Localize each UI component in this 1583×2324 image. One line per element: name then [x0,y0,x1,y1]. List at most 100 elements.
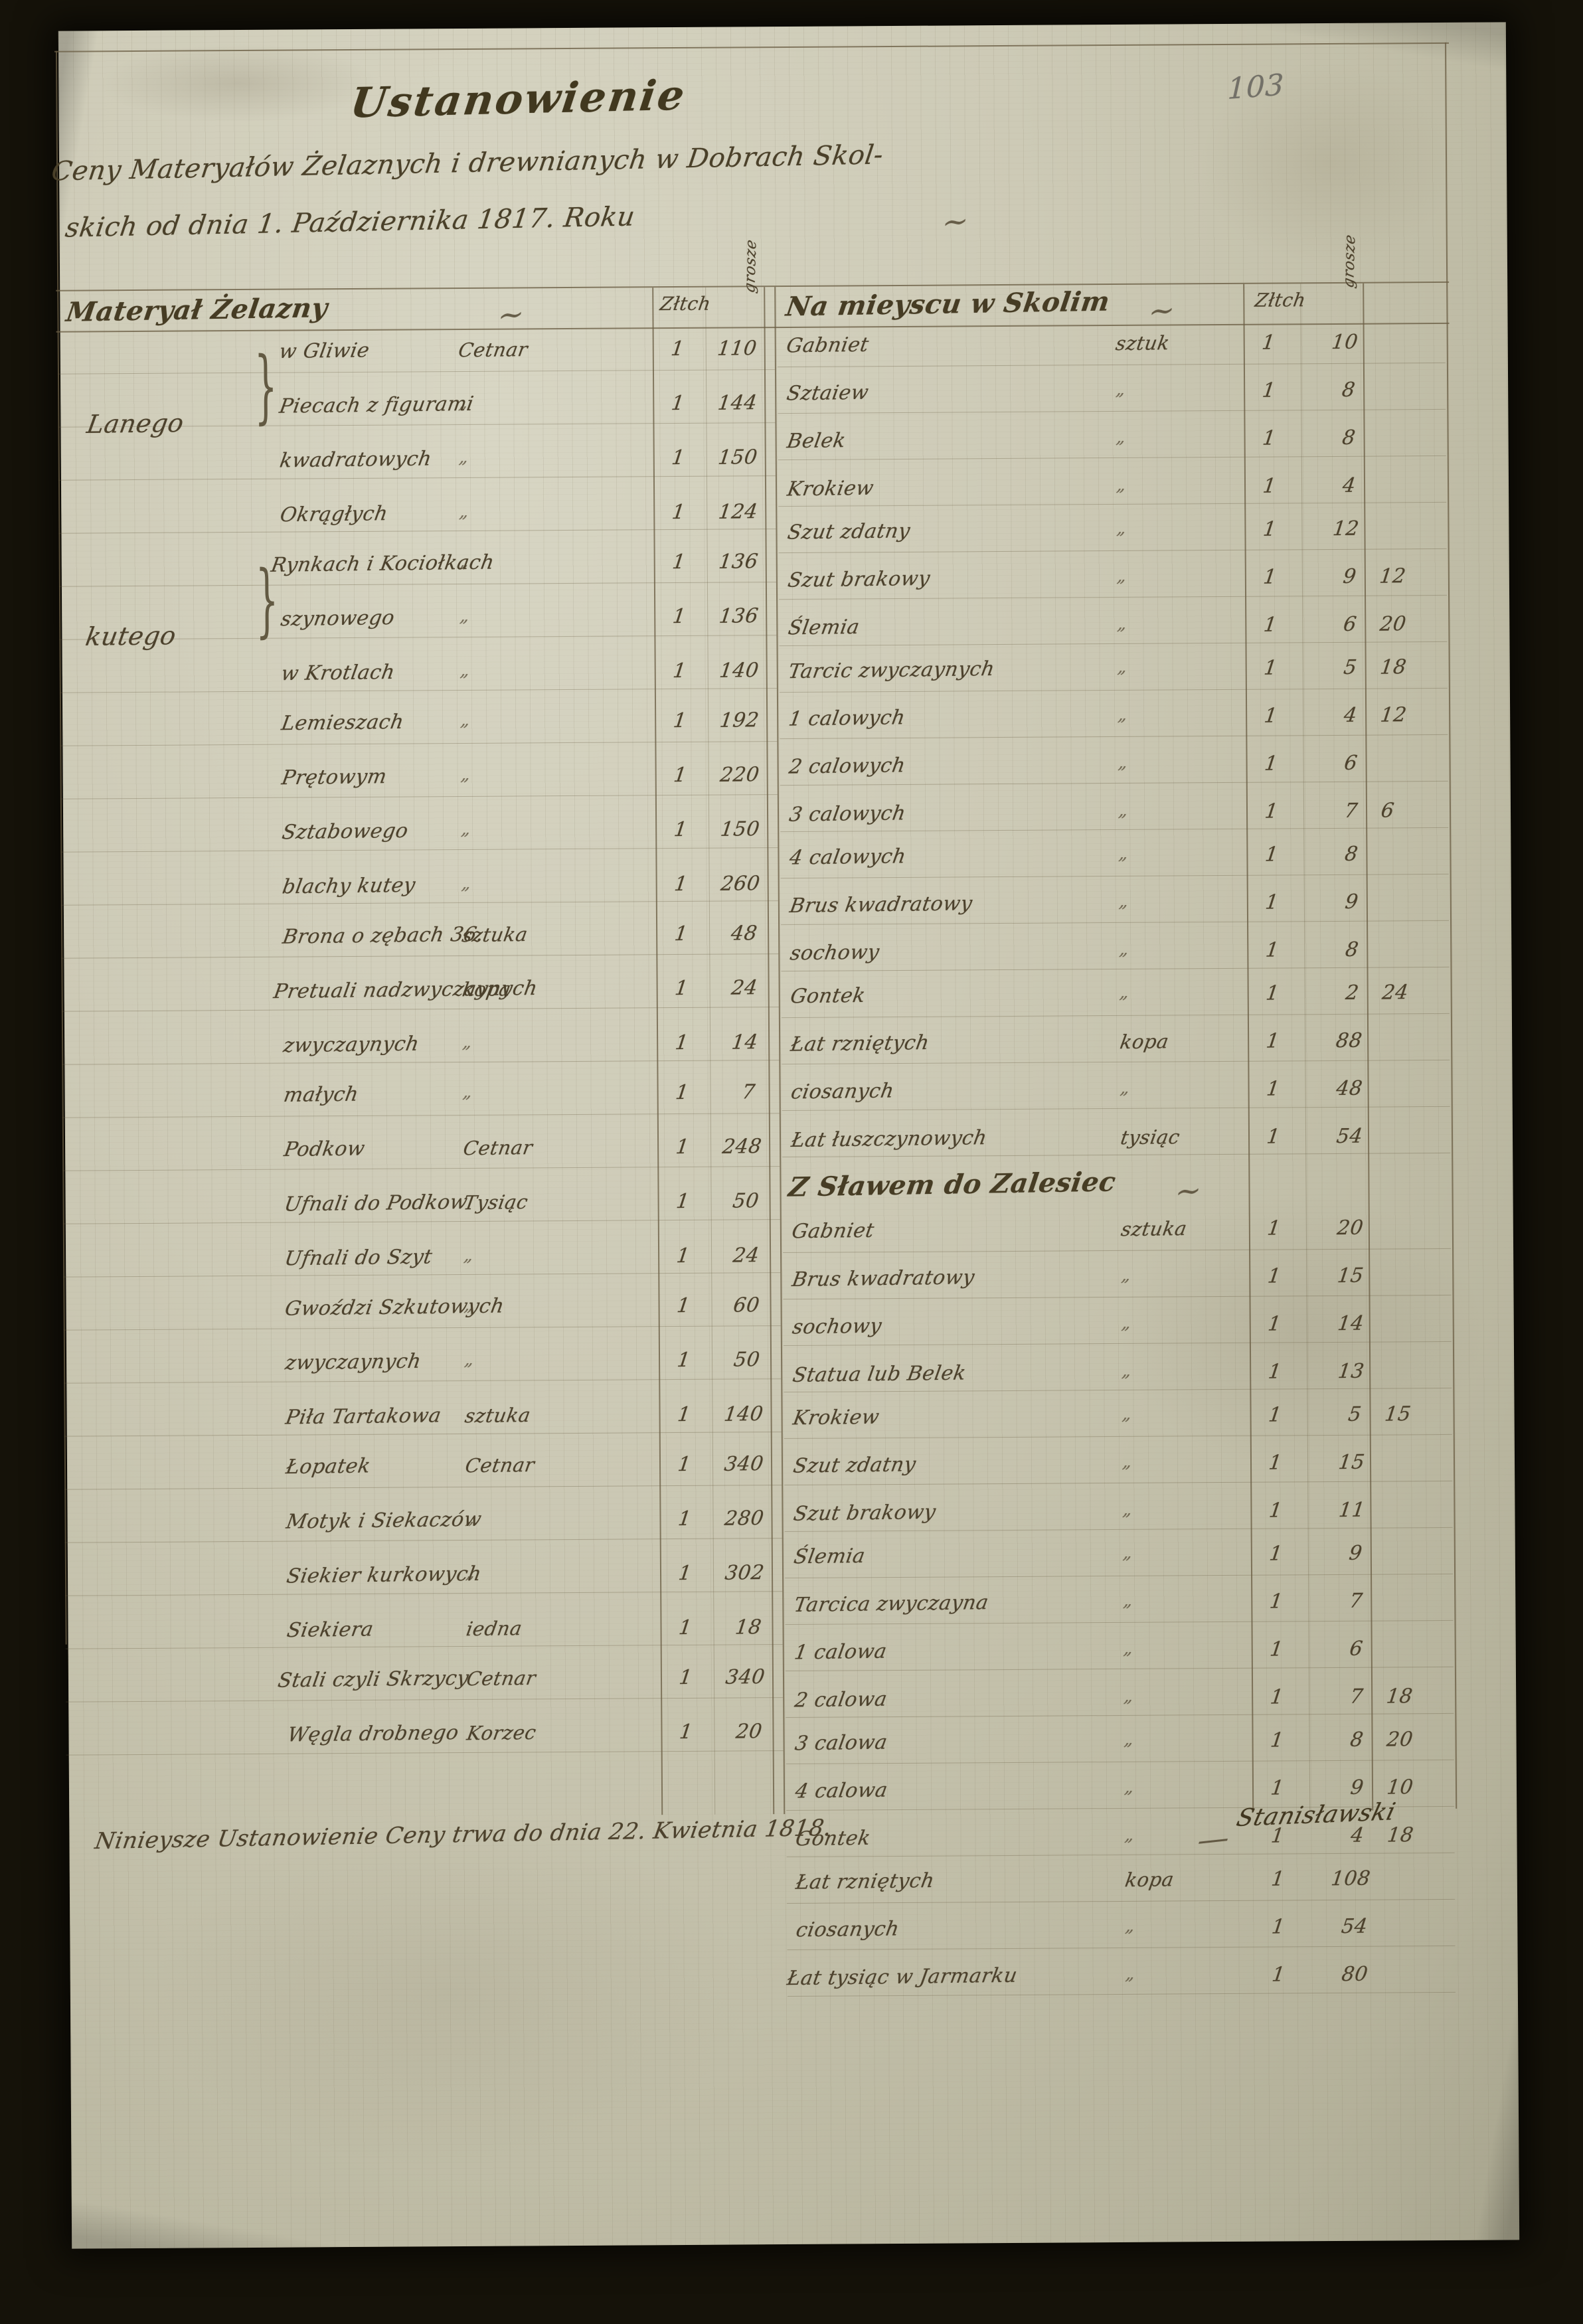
row-unit: „ [1115,475,1128,496]
table-row: Motyk i Siekaczów „ 1 280 [58,22,1506,1543]
row-zloty-value: 8 [1341,426,1357,450]
table-row: 2 calowych „ 1 6 [58,22,1506,786]
subtitle-line-2: skich od dnia 1. Października 1817. Roku [63,201,637,244]
row-zloty-value: 5 [1342,655,1359,679]
row-item-label: Piecach z figurami [278,392,476,418]
row-item-label: Belek [785,429,848,454]
table-row: zwyczaynych „ 1 14 [58,22,1506,1065]
row-item-label: 3 calowych [788,801,908,827]
row-quantity: 1 [1270,1963,1287,1987]
row-quantity: 1 [677,1616,694,1640]
table-row: Pretuali nadzwyczaynych kopa 1 24 [58,22,1506,1012]
row-zloty-value: 8 [1344,938,1361,961]
table-row: ciosanych „ 1 48 [58,22,1506,1112]
right-zloty-header: Złtch [1253,289,1307,311]
row-quantity: 1 [670,391,687,416]
row-zloty-value: 14 [730,1031,760,1054]
row-unit: „ [1116,566,1129,587]
row-unit: „ [1116,657,1129,678]
row-quantity: 1 [1267,1451,1284,1475]
row-quantity: 1 [673,872,689,896]
table-row: Rynkach i Kociołkach „ 1 136 [58,22,1506,587]
row-item-label: ciosanych [789,1079,896,1104]
row-quantity: 1 [670,446,687,470]
row-item-label: w Gliwie [277,339,372,364]
row-rule [778,548,1447,554]
flourish-left: ∼ [495,295,527,334]
row-rule [786,1712,1454,1718]
row-rule [57,369,775,374]
row-grosz-value: 20 [1385,1728,1415,1752]
row-item-label: Podkow [282,1137,367,1162]
row-quantity: 1 [671,708,689,733]
row-item-label: Prętowym [280,765,389,790]
row-unit: iedna [464,1617,524,1641]
row-zloty-value: 20 [734,1720,764,1744]
row-unit: „ [1120,1361,1133,1382]
rule-right-gr [1363,283,1374,1811]
row-rule [786,1852,1455,1858]
row-unit: „ [459,764,473,786]
row-rule [782,1106,1450,1112]
left-zloty-header: Złtch [658,292,712,315]
table-row: Szut brakowy „ 1 1 1 [58,22,1506,1533]
paper-stain [149,1819,749,2169]
row-rule [779,687,1448,693]
table-row: Gontek „ 1 4 18 [58,22,1506,1858]
validity-statement: Ninieysze Ustanowienie Ceny trwa do dnia… [93,1814,834,1855]
row-item-label: Łat łuszczynowych [790,1126,989,1153]
row-rule [777,362,1446,368]
table-row: 2 calowa „ 1 7 18 [58,22,1506,1718]
row-unit: sztuka [463,1404,533,1428]
table-row: Piła Tartakowa sztuka 1 140 [58,22,1506,1437]
row-zloty-value: 260 [719,872,762,896]
row-item-label: Gontek [788,983,867,1009]
row-rule [782,1152,1451,1158]
row-rule [787,1898,1456,1904]
row-quantity: 1 [1263,752,1280,776]
rule-right-zl [1300,284,1311,1811]
row-item-label: Brona o zębach 36. [281,922,485,949]
row-zloty-value: 50 [732,1348,762,1372]
row-quantity: 1 [1262,565,1278,589]
row-quantity: 1 [1264,1029,1281,1053]
row-quantity: 1 [673,922,689,946]
table-row: zwyczaynych „ 1 50 [58,22,1506,1384]
row-unit: „ [1121,1404,1134,1425]
row-zloty-value: 48 [1335,1076,1365,1101]
row-zloty-value: 24 [730,976,760,1000]
table-row: Prętowym „ 1 220 [58,22,1506,799]
row-quantity: 1 [1263,799,1280,823]
page-title: Ustanowienie [347,70,689,127]
row-zloty-value: 80 [1340,1962,1370,1987]
table-row: Podkow Cetnar 1 248 [58,22,1506,1171]
row-unit: „ [1120,1313,1133,1334]
row-rule [780,780,1448,786]
row-item-label: w Krotlach [279,660,397,686]
row-item-label: 1 calowych [787,706,907,731]
row-item-label: Łat rzniętych [789,1031,932,1056]
row-item-label: Szut zdatny [792,1453,918,1478]
row-zloty-value: 192 [718,708,761,732]
row-item-label: Szut brakowy [792,1500,938,1526]
row-unit: „ [458,606,471,627]
row-item-label: Ufnali do Szyt [283,1245,434,1271]
table-row: Węgla drobnego Korzec 1 20 [58,22,1506,1756]
row-rule [59,688,777,693]
row-zloty-value: 60 [732,1293,761,1317]
table-row: Gabniet sztuka 1 20 [58,22,1506,1254]
right-section-header-2: Z Sławem do Zalesiec [786,1166,1118,1203]
row-unit: „ [1122,1638,1135,1659]
row-rule [60,900,778,906]
row-quantity: 1 [672,817,689,842]
table-row: Sztaiew „ 1 8 [58,22,1506,414]
row-item-label: szynowego [279,606,396,631]
frame-rule-right [1444,42,1458,1809]
row-item-label: Motyk i Siekaczów [284,1507,484,1534]
row-rule [783,1248,1452,1254]
row-unit: „ [462,1245,475,1266]
row-rule [785,1573,1454,1579]
row-unit: sztuk [1114,331,1172,355]
row-item-label: blachy kutey [280,873,418,899]
row-zloty-value: 4 [1341,473,1357,497]
